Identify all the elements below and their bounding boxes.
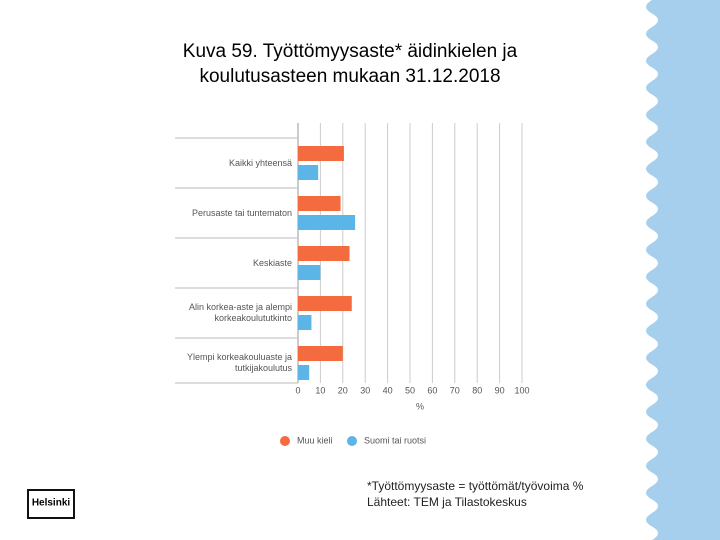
x-tick-label: 100: [514, 385, 529, 395]
y-tick-label: Kaikki yhteensä: [228, 157, 292, 168]
bar: [298, 365, 310, 380]
bar: [298, 265, 321, 280]
legend-swatch: [347, 436, 357, 446]
title-line: Kuva 59. Työttömyysaste* äidinkielen ja: [183, 41, 518, 62]
y-tick-label: Perusaste tai tuntematon: [191, 207, 292, 218]
footnote: Lähteet: TEM ja Tilastokeskus: [367, 495, 527, 509]
x-tick-label: 0: [295, 385, 300, 395]
y-tick-label: Keskiaste: [252, 257, 292, 268]
bar: [298, 146, 344, 161]
bar: [298, 346, 343, 361]
legend-swatch: [280, 436, 290, 446]
x-tick-label: 50: [405, 385, 415, 395]
x-tick-label: 90: [495, 385, 505, 395]
y-tick-label: Ylempi korkeakouluaste ja tutkijakoulutu…: [186, 352, 292, 373]
title-line: koulutusasteen mukaan 31.12.2018: [199, 66, 500, 87]
legend-label: Muu kieli: [297, 435, 333, 445]
y-tick-label: Alin korkea-aste ja alempi korkeakoulutu…: [188, 302, 292, 323]
legend-label: Suomi tai ruotsi: [364, 435, 426, 445]
x-tick-label: 20: [338, 385, 348, 395]
bar: [298, 246, 350, 261]
x-tick-label: 80: [472, 385, 482, 395]
bar: [298, 165, 319, 180]
decor-edge: [646, 0, 720, 540]
footnote: *Työttömyysaste = työttömät/työvoima %: [367, 479, 584, 493]
logo-box: [27, 489, 75, 519]
x-tick-label: 40: [383, 385, 393, 395]
x-axis-label: %: [416, 401, 424, 411]
logo: Helsinki: [32, 498, 71, 509]
bar: [298, 215, 356, 230]
x-tick-label: 30: [360, 385, 370, 395]
bar: [298, 296, 352, 311]
bar: [298, 196, 341, 211]
x-tick-label: 60: [427, 385, 437, 395]
x-tick-label: 10: [315, 385, 325, 395]
x-tick-label: 70: [450, 385, 460, 395]
bar: [298, 315, 312, 330]
